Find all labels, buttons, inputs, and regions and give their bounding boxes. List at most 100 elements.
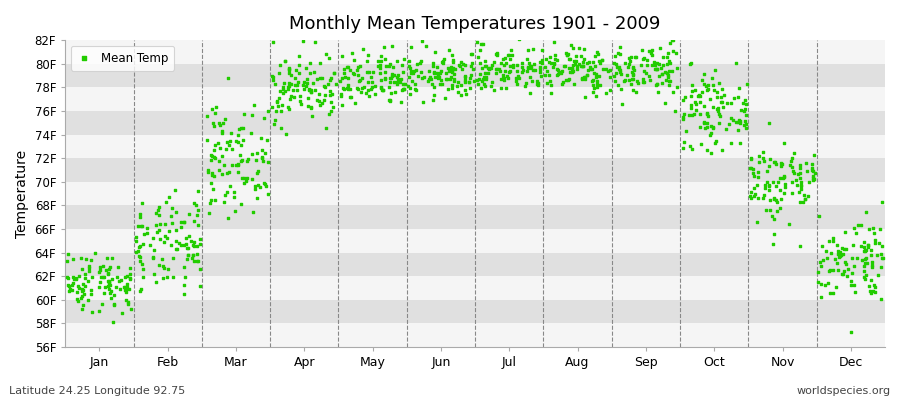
Mean Temp (520, 47, 535, 53)
Mean Temp (683, 105, 698, 112)
Mean Temp (700, 113, 715, 120)
Mean Temp (768, 159, 782, 165)
Mean Temp (837, 268, 851, 274)
Mean Temp (212, 167, 226, 174)
Mean Temp (828, 255, 842, 262)
Mean Temp (446, 82, 460, 88)
Mean Temp (257, 115, 272, 121)
Mean Temp (152, 212, 166, 219)
Mean Temp (547, 60, 562, 66)
Mean Temp (857, 244, 871, 250)
Mean Temp (436, 56, 451, 62)
Mean Temp (700, 111, 715, 118)
Mean Temp (715, 86, 729, 92)
Mean Temp (763, 206, 778, 213)
Mean Temp (132, 243, 147, 250)
Mean Temp (212, 145, 227, 151)
Mean Temp (120, 281, 134, 287)
Mean Temp (458, 61, 473, 68)
Mean Temp (186, 251, 201, 258)
Mean Temp (129, 249, 143, 256)
Mean Temp (710, 106, 724, 112)
Mean Temp (642, 48, 656, 55)
Mean Temp (535, 60, 549, 66)
Mean Temp (661, 50, 675, 56)
Mean Temp (446, 71, 461, 77)
Mean Temp (781, 221, 796, 228)
Mean Temp (445, 85, 459, 91)
Mean Temp (274, 108, 288, 114)
Mean Temp (300, 80, 314, 86)
Mean Temp (770, 208, 784, 214)
Mean Temp (509, 75, 524, 81)
Mean Temp (458, 77, 473, 83)
Mean Temp (542, 72, 556, 78)
Mean Temp (146, 254, 160, 261)
Mean Temp (867, 230, 881, 236)
Mean Temp (430, 73, 445, 79)
Mean Temp (217, 199, 231, 206)
Mean Temp (724, 140, 739, 146)
Mean Temp (136, 266, 150, 272)
Mean Temp (761, 182, 776, 188)
Mean Temp (205, 169, 220, 176)
Mean Temp (302, 86, 316, 92)
Mean Temp (177, 282, 192, 288)
Mean Temp (722, 121, 736, 127)
Mean Temp (693, 111, 707, 117)
Mean Temp (734, 120, 748, 126)
Mean Temp (281, 84, 295, 90)
Mean Temp (200, 113, 214, 119)
Mean Temp (267, 117, 282, 123)
Mean Temp (81, 278, 95, 284)
Mean Temp (595, 57, 609, 63)
Mean Temp (204, 156, 219, 163)
Mean Temp (527, 67, 542, 74)
Mean Temp (179, 256, 194, 262)
Mean Temp (70, 296, 85, 302)
Mean Temp (416, 99, 430, 105)
Mean Temp (351, 86, 365, 92)
Mean Temp (662, 58, 677, 65)
Mean Temp (382, 63, 396, 69)
Mean Temp (134, 223, 148, 229)
Mean Temp (522, 60, 536, 66)
Mean Temp (497, 77, 511, 84)
Mean Temp (156, 262, 170, 269)
Mean Temp (508, 78, 523, 84)
Mean Temp (119, 286, 133, 292)
Mean Temp (209, 104, 223, 110)
Mean Temp (625, 76, 639, 82)
Mean Temp (587, 85, 601, 92)
Mean Temp (281, 104, 295, 111)
Mean Temp (744, 155, 759, 161)
Mean Temp (119, 289, 133, 296)
Mean Temp (66, 280, 80, 286)
Mean Temp (502, 52, 517, 58)
Mean Temp (557, 62, 572, 69)
Mean Temp (190, 243, 204, 250)
Mean Temp (312, 60, 327, 66)
Mean Temp (445, 74, 459, 80)
Mean Temp (118, 274, 132, 280)
Mean Temp (813, 259, 827, 266)
Mean Temp (374, 70, 388, 77)
Mean Temp (403, 65, 418, 71)
Mean Temp (666, 88, 680, 95)
Mean Temp (479, 76, 493, 82)
Mean Temp (95, 273, 110, 280)
Mean Temp (446, 68, 460, 74)
Mean Temp (394, 99, 409, 106)
Mean Temp (693, 124, 707, 130)
Mean Temp (500, 52, 515, 58)
Mean Temp (706, 104, 720, 110)
Mean Temp (849, 230, 863, 237)
Mean Temp (147, 246, 161, 253)
Mean Temp (504, 47, 518, 53)
Mean Temp (599, 66, 614, 72)
Mean Temp (490, 66, 504, 72)
Mean Temp (439, 76, 454, 82)
Mean Temp (84, 256, 98, 263)
Mean Temp (676, 97, 690, 103)
Mean Temp (695, 88, 709, 95)
